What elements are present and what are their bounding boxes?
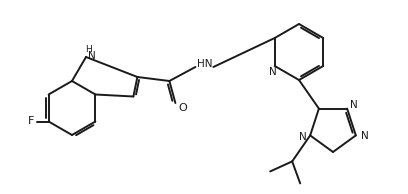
- Text: N: N: [361, 131, 369, 141]
- Text: N: N: [350, 100, 358, 110]
- Text: N: N: [88, 51, 96, 61]
- Text: O: O: [178, 103, 187, 113]
- Text: HN: HN: [197, 59, 212, 69]
- Text: H: H: [84, 46, 91, 55]
- Text: N: N: [299, 133, 307, 142]
- Text: F: F: [27, 117, 34, 126]
- Text: N: N: [269, 67, 277, 77]
